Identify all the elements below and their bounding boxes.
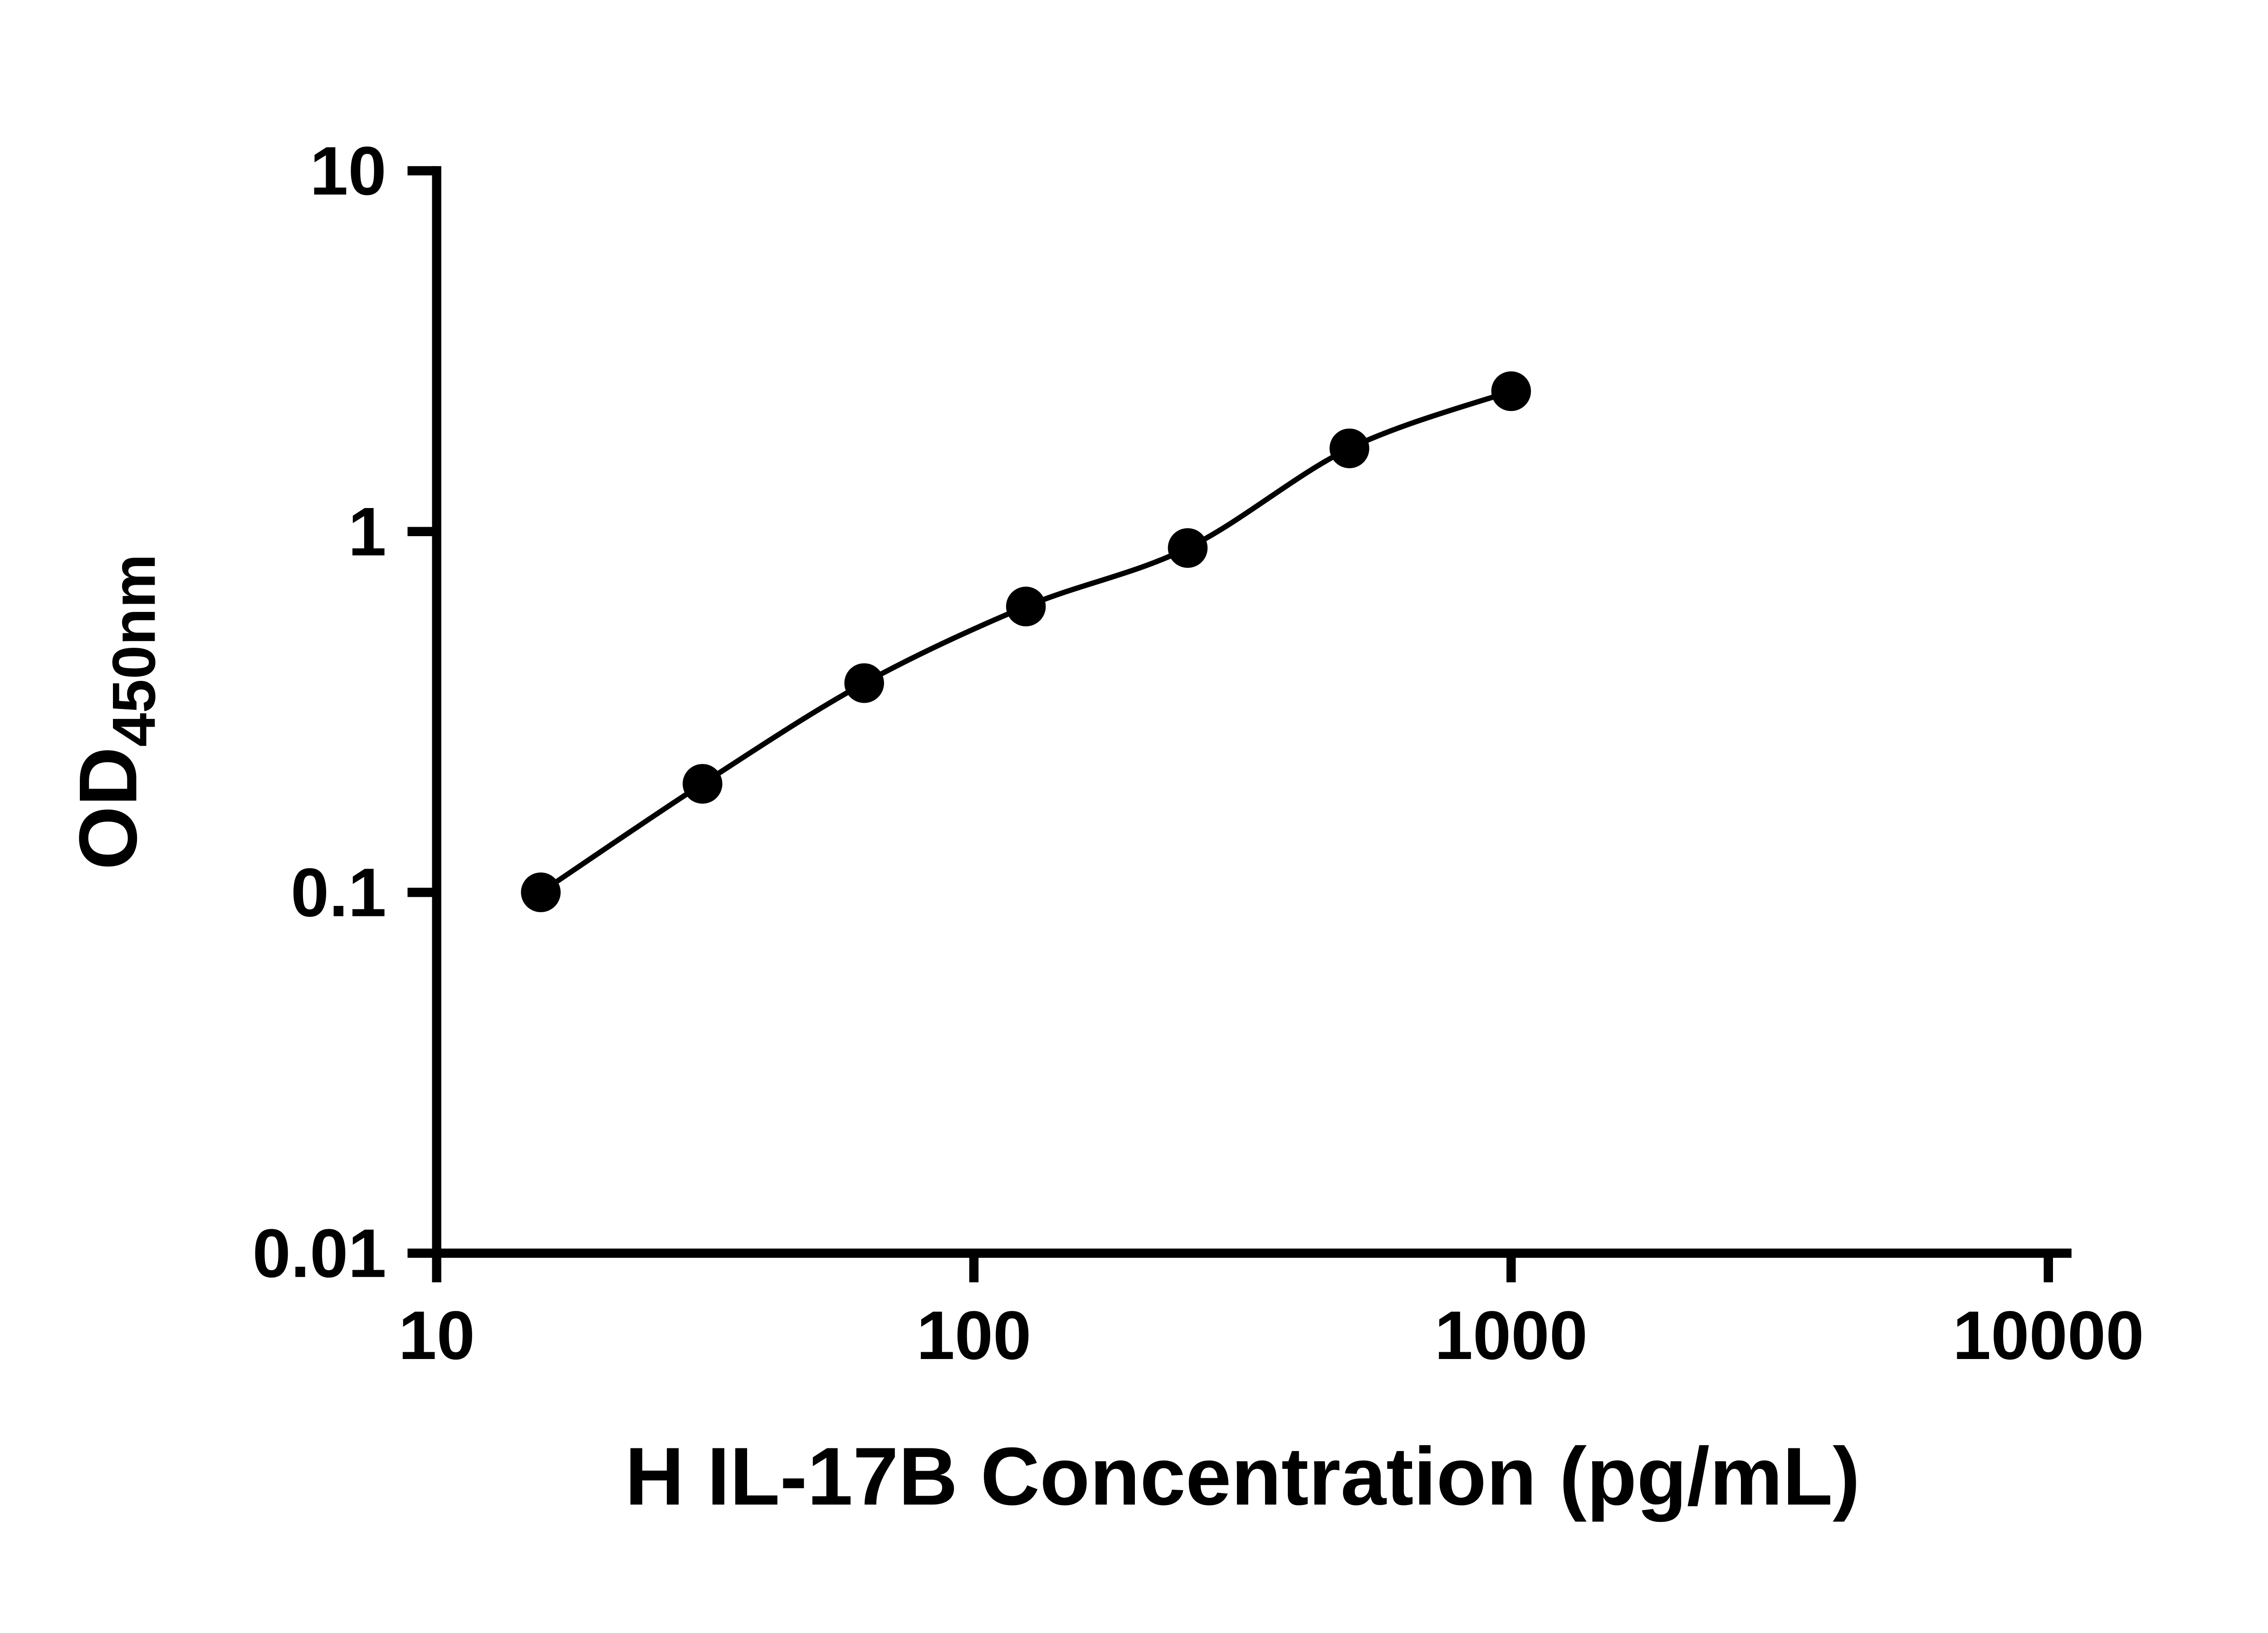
data-point — [1006, 587, 1046, 626]
data-point — [1491, 371, 1531, 411]
x-tick-label: 1000 — [1435, 1297, 1588, 1374]
y-axis-title-main: OD — [62, 747, 154, 870]
y-axis-title-sub: 450nm — [100, 554, 168, 747]
data-point — [682, 764, 723, 804]
x-tick-label: 10 — [398, 1297, 475, 1374]
y-tick-label: 1 — [348, 494, 386, 570]
x-axis-title: H IL-17B Concentration (pg/mL) — [625, 1431, 1860, 1522]
axes-layer: 10 100 1000 10000 0.01 0.1 1 10 — [253, 133, 2144, 1374]
data-layer — [521, 371, 1531, 912]
data-point — [844, 663, 884, 703]
y-tick-label: 10 — [310, 133, 386, 210]
y-axis-title: OD450nm — [62, 554, 168, 870]
x-tick-label: 10000 — [1953, 1297, 2144, 1374]
data-point — [1168, 528, 1208, 568]
y-tick-label: 0.1 — [291, 855, 386, 931]
data-point — [1330, 428, 1369, 469]
data-point — [521, 872, 561, 912]
y-tick-label: 0.01 — [253, 1215, 386, 1292]
fit-curve — [538, 388, 1514, 895]
x-tick-label: 100 — [916, 1297, 1031, 1374]
